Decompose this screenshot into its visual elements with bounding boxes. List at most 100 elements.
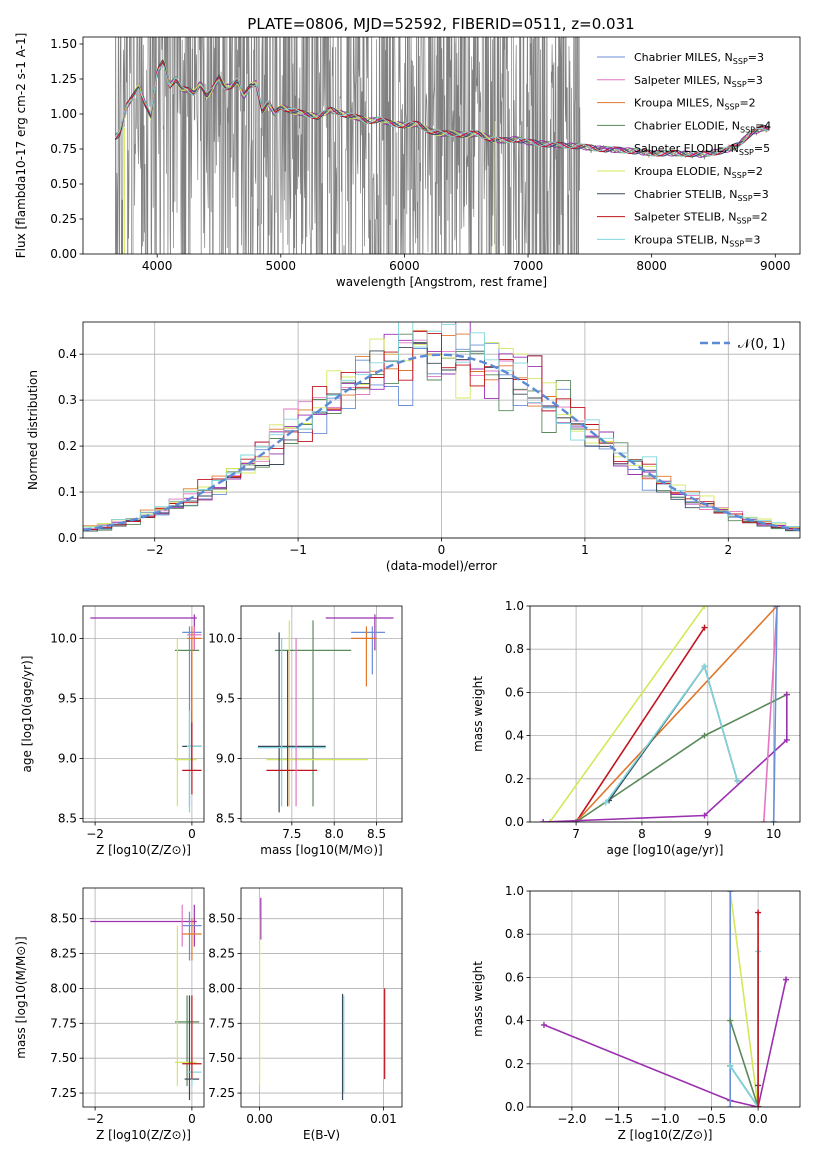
legend-n: , N bbox=[714, 233, 729, 246]
y-tick-label: 0.0 bbox=[505, 815, 524, 829]
x-tick-label: 0.0 bbox=[749, 1112, 768, 1126]
weight-line-kroupa-stelib bbox=[729, 951, 759, 1107]
weight-marker bbox=[755, 1104, 762, 1107]
y-tick-label: 7.50 bbox=[50, 1051, 77, 1065]
x-tick-label: 8.0 bbox=[325, 827, 344, 841]
x-axis-label: mass [log10(M/M⊙)] bbox=[260, 843, 382, 857]
legend-nssp: 3 bbox=[757, 51, 764, 64]
weight-marker bbox=[760, 819, 767, 822]
weight-marker bbox=[783, 736, 790, 743]
y-tick-label: 0.75 bbox=[50, 142, 77, 156]
legend-sub: SSP bbox=[736, 217, 751, 226]
y-tick-label: 7.25 bbox=[208, 1086, 235, 1100]
x-tick-label: 0.01 bbox=[370, 1112, 397, 1126]
legend-n: , N bbox=[725, 119, 740, 132]
legend-n: , N bbox=[709, 97, 724, 110]
legend-eq: = bbox=[754, 142, 763, 155]
weight-marker bbox=[540, 819, 547, 822]
weight-line-kroupa-elodie bbox=[729, 891, 759, 1107]
plot-area bbox=[114, 37, 771, 254]
x-tick-label: 0 bbox=[438, 543, 446, 557]
legend-nssp: 2 bbox=[756, 165, 763, 178]
legend-eq: = bbox=[753, 188, 762, 201]
y-axis-label: Flux [flambda10-17 erg cm-2 s-1 A-1] bbox=[14, 33, 28, 259]
weight-marker bbox=[755, 909, 762, 916]
weight-marker bbox=[783, 976, 790, 983]
y-tick-label: 10.0 bbox=[208, 631, 235, 645]
legend-n: , N bbox=[716, 74, 731, 87]
x-tick-label: 8.5 bbox=[367, 827, 386, 841]
histogram-salpeter-stelib bbox=[83, 330, 800, 530]
y-tick-label: 9.0 bbox=[58, 751, 77, 765]
y-tick-label: 7.75 bbox=[50, 1016, 77, 1030]
weight-marker bbox=[701, 812, 708, 819]
model-line-kroupa-stelib bbox=[114, 63, 770, 157]
legend-eq: = bbox=[751, 211, 760, 224]
legend-nssp: 4 bbox=[764, 119, 771, 132]
y-tick-label: 9.0 bbox=[216, 751, 235, 765]
figure-title: PLATE=0806, MJD=52592, FIBERID=0511, z=0… bbox=[247, 15, 634, 33]
weight-line-kroupa-stelib bbox=[605, 664, 739, 804]
legend-sub: SSP bbox=[738, 194, 753, 203]
axes-layer bbox=[79, 36, 801, 1111]
legend-sub: SSP bbox=[729, 239, 744, 248]
weight-marker bbox=[773, 606, 780, 609]
legend-name: Chabrier ELODIE bbox=[634, 119, 725, 132]
weight-marker bbox=[734, 777, 741, 784]
weight-marker bbox=[540, 1021, 547, 1028]
weight-marker bbox=[770, 819, 777, 822]
axes-frame bbox=[82, 36, 801, 255]
x-tick-label: 8 bbox=[638, 827, 646, 841]
y-tick-label: 8.00 bbox=[50, 981, 77, 995]
y-tick-label: 0.8 bbox=[505, 642, 524, 656]
weight-marker bbox=[727, 1017, 734, 1024]
y-tick-label: 1.25 bbox=[50, 72, 77, 86]
y-tick-label: 0.8 bbox=[505, 927, 524, 941]
weight-marker bbox=[701, 663, 708, 670]
y-tick-label: 0.6 bbox=[505, 970, 524, 984]
y-tick-label: 8.50 bbox=[208, 912, 235, 926]
y-tick-label: 0.4 bbox=[505, 1014, 524, 1028]
legend-entry: Chabrier STELIB, NSSP=3 bbox=[634, 188, 769, 203]
y-axis-label: Normed distribution bbox=[26, 370, 40, 490]
legend-entry: Salpeter STELIB, NSSP=2 bbox=[634, 211, 768, 226]
x-tick-label: 1 bbox=[581, 543, 589, 557]
legend-eq: = bbox=[755, 119, 764, 132]
legend-name: Chabrier STELIB bbox=[634, 188, 722, 201]
x-tick-label: 4000 bbox=[142, 259, 173, 273]
legend-eq: = bbox=[747, 165, 756, 178]
x-tick-label: 7.5 bbox=[282, 827, 301, 841]
y-tick-label: 1.50 bbox=[50, 37, 77, 51]
x-axis-label: E(B-V) bbox=[303, 1128, 340, 1142]
x-tick-label: 2 bbox=[724, 543, 732, 557]
plot-area bbox=[257, 614, 394, 813]
y-tick-label: 8.00 bbox=[208, 981, 235, 995]
weight-line-chabrier-stelib bbox=[608, 664, 739, 801]
legend-n: , N bbox=[724, 142, 739, 155]
legend-entry: Salpeter MILES, NSSP=3 bbox=[634, 74, 763, 89]
axes-frame bbox=[240, 887, 403, 1108]
x-tick-label: −2 bbox=[146, 543, 164, 557]
legend-sub: SSP bbox=[732, 80, 747, 89]
x-tick-label: 10 bbox=[766, 827, 781, 841]
y-tick-label: 1.0 bbox=[505, 599, 524, 613]
histogram-kroupa-stelib bbox=[83, 322, 800, 528]
weight-line-chabrier-elodie bbox=[729, 1020, 759, 1107]
weight-line-salpeter-stelib bbox=[575, 627, 706, 822]
weight-line-kroupa-elodie bbox=[549, 606, 706, 822]
x-tick-label: 9 bbox=[704, 827, 712, 841]
legend-name: Salpeter ELODIE bbox=[634, 142, 724, 155]
x-tick-label: 0.00 bbox=[246, 1112, 273, 1126]
legend-name: Kroupa ELODIE bbox=[634, 165, 716, 178]
y-tick-label: 0.2 bbox=[505, 772, 524, 786]
x-tick-label: −2.0 bbox=[557, 1112, 586, 1126]
grid-layer bbox=[83, 322, 800, 1108]
y-tick-label: 1.00 bbox=[50, 107, 77, 121]
text-layer: 4000 5000 6000 7000 8000 90000.000.250.500.75… bbox=[14, 33, 791, 1142]
y-axis-label: mass weight bbox=[471, 961, 485, 1037]
legend-name: Salpeter STELIB bbox=[634, 211, 721, 224]
y-axis-label: age [log10(age/yr)] bbox=[20, 656, 34, 773]
weight-marker bbox=[783, 691, 790, 698]
x-axis-label: Z [log10(Z/Z⊙)] bbox=[96, 1128, 191, 1142]
legend-sub: SSP bbox=[733, 57, 748, 66]
